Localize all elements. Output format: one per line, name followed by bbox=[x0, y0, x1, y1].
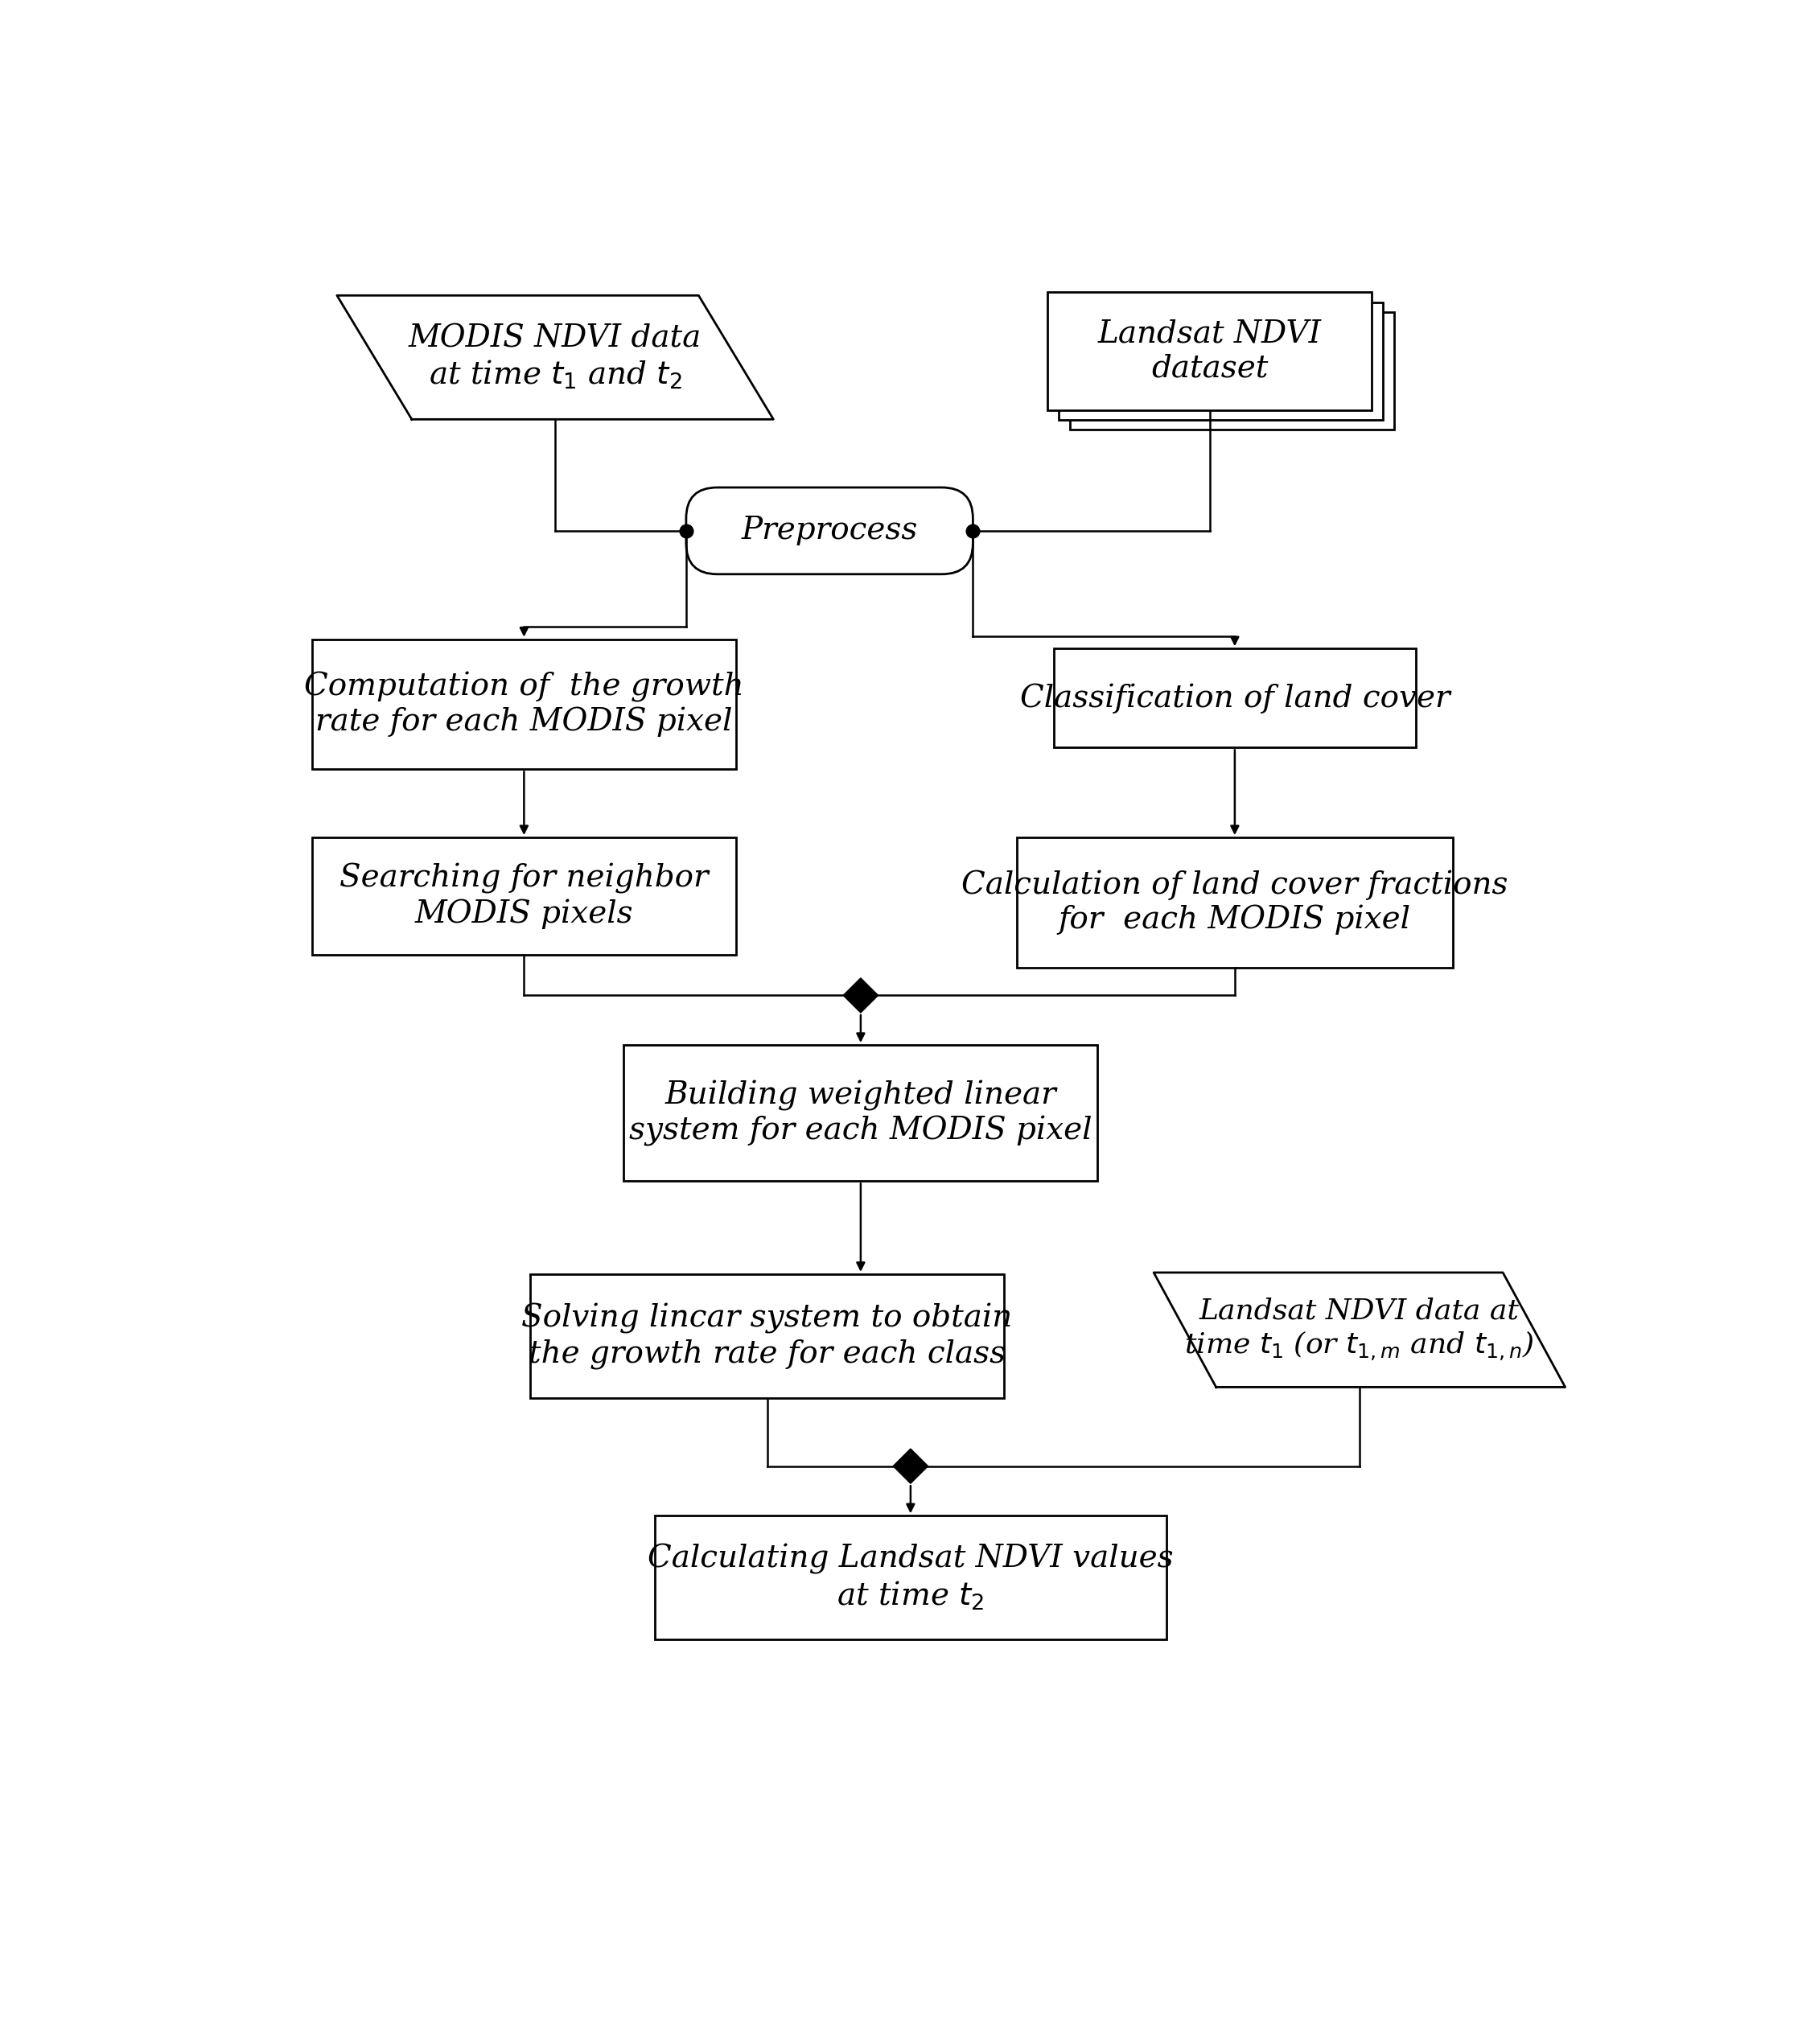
Polygon shape bbox=[336, 296, 773, 419]
Text: Landsat NDVI
dataset: Landsat NDVI dataset bbox=[1099, 319, 1322, 384]
Text: Landsat NDVI data at
time $t_1$ (or $t_{1,m}$ and $t_{1,n}$): Landsat NDVI data at time $t_1$ (or $t_{… bbox=[1185, 1298, 1534, 1363]
Polygon shape bbox=[843, 977, 877, 1012]
Polygon shape bbox=[894, 1449, 928, 1484]
Bar bbox=[1048, 292, 1372, 411]
FancyBboxPatch shape bbox=[687, 486, 973, 574]
Bar bbox=[1059, 303, 1383, 419]
Bar bbox=[530, 1273, 1003, 1398]
Text: Classification of land cover: Classification of land cover bbox=[1019, 683, 1449, 713]
Text: MODIS NDVI data
at time $t_1$ and $t_2$: MODIS NDVI data at time $t_1$ and $t_2$ bbox=[408, 323, 701, 390]
Polygon shape bbox=[1154, 1273, 1566, 1388]
Bar bbox=[654, 1517, 1167, 1639]
Bar bbox=[624, 1044, 1097, 1181]
Text: Calculating Landsat NDVI values
at time $t_2$: Calculating Landsat NDVI values at time … bbox=[647, 1543, 1174, 1611]
Text: Building weighted linear
system for each MODIS pixel: Building weighted linear system for each… bbox=[629, 1079, 1091, 1147]
Text: Solving lincar system to obtain
the growth rate for each class: Solving lincar system to obtain the grow… bbox=[521, 1304, 1012, 1369]
Bar bbox=[1054, 648, 1415, 748]
Bar bbox=[1016, 838, 1453, 967]
Text: Calculation of land cover fractions
for  each MODIS pixel: Calculation of land cover fractions for … bbox=[962, 871, 1509, 934]
Bar bbox=[313, 838, 735, 955]
Text: Computation of  the growth
rate for each MODIS pixel: Computation of the growth rate for each … bbox=[304, 672, 744, 738]
Text: Searching for neighbor
MODIS pixels: Searching for neighbor MODIS pixels bbox=[340, 863, 708, 930]
Bar bbox=[1070, 313, 1395, 429]
Text: Preprocess: Preprocess bbox=[741, 515, 917, 546]
Bar bbox=[313, 640, 735, 769]
